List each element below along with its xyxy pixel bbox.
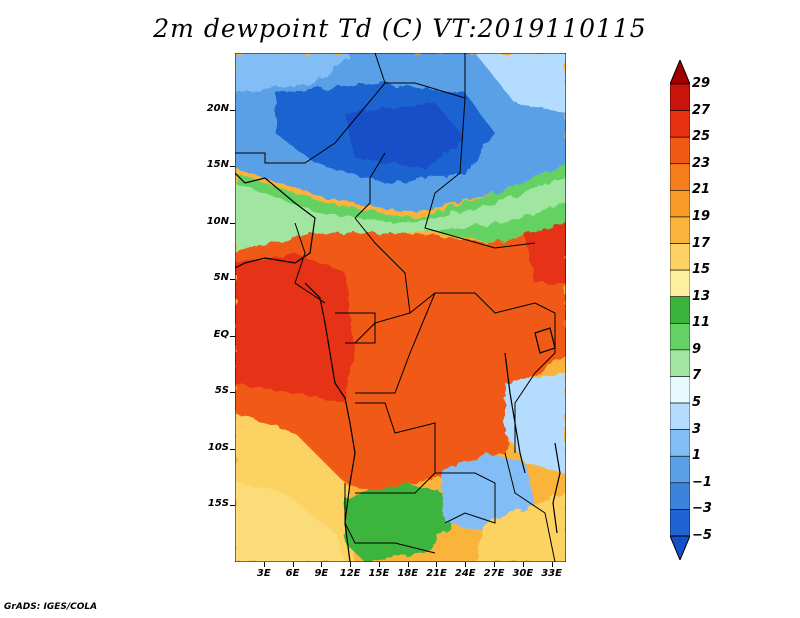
colorbar-label: 11 — [692, 315, 711, 331]
latitude-tick — [230, 392, 235, 394]
latitude-tick — [230, 166, 235, 168]
lake-victoria — [534, 327, 556, 354]
colorbar-label: 7 — [692, 368, 702, 384]
longitude-label: 9E — [314, 568, 329, 579]
longitude-tick — [407, 562, 409, 567]
colorbar-swatch — [670, 243, 690, 271]
latitude-tick — [230, 279, 235, 281]
latitude-tick — [230, 448, 235, 450]
latitude-label: EQ — [213, 328, 229, 340]
colorbar-swatch — [670, 349, 690, 377]
colorbar-swatch — [670, 482, 690, 510]
colorbar-swatch — [670, 110, 690, 138]
latitude-label: 15S — [207, 498, 229, 510]
latitude-label: 10N — [206, 215, 229, 227]
colorbar — [670, 60, 690, 560]
latitude-tick — [230, 335, 235, 337]
longitude-label: 33E — [541, 568, 562, 579]
colorbar-label: 21 — [692, 182, 711, 198]
colorbar-swatch — [670, 509, 690, 537]
colorbar-label: 29 — [692, 76, 711, 91]
longitude-tick — [465, 562, 467, 567]
lake-tanganyika — [504, 352, 526, 474]
latitude-tick — [230, 109, 235, 111]
colorbar-bottom-arrow — [670, 535, 690, 560]
longitude-tick — [378, 562, 380, 567]
latitude-label: 15N — [206, 159, 229, 171]
latitude-label: 5N — [213, 272, 229, 284]
longitude-label: 3E — [256, 568, 271, 579]
longitude-tick — [292, 562, 294, 567]
coastline — [235, 172, 356, 562]
latitude-label: 20N — [206, 102, 229, 114]
colorbar-swatch — [670, 216, 690, 244]
longitude-tick — [321, 562, 323, 567]
colorbar-top-arrow — [670, 60, 690, 85]
dewpoint-map — [235, 53, 566, 562]
longitude-tick — [350, 562, 352, 567]
colorbar-swatch — [670, 269, 690, 298]
colorbar-label: 17 — [692, 235, 711, 251]
colorbar-swatch — [670, 455, 690, 484]
colorbar-label: 3 — [692, 421, 702, 437]
longitude-tick — [551, 562, 553, 567]
country-borders — [235, 53, 556, 562]
longitude-label: 6E — [285, 568, 300, 579]
colorbar-swatch — [670, 296, 690, 324]
longitude-tick — [494, 562, 496, 567]
latitude-label: 10S — [207, 441, 229, 453]
colorbar-swatch — [670, 376, 690, 404]
colorbar-label: 5 — [692, 395, 702, 411]
colorbar-swatch — [670, 429, 690, 457]
colorbar-swatch — [670, 136, 690, 165]
colorbar-label: −5 — [692, 528, 712, 543]
colorbar-label: 19 — [692, 208, 711, 224]
colorbar-swatch — [670, 322, 690, 351]
colorbar-swatch — [670, 83, 690, 111]
color-fill-layer — [235, 53, 566, 562]
colorbar-label: −1 — [692, 474, 712, 490]
colorbar-label: 25 — [692, 129, 711, 145]
longitude-label: 18E — [397, 568, 419, 579]
longitude-label: 27E — [483, 568, 505, 579]
longitude-tick — [263, 562, 265, 567]
colorbar-label: −3 — [692, 501, 712, 517]
colorbar-swatch — [670, 163, 690, 191]
latitude-tick — [230, 505, 235, 507]
colorbar-label: 15 — [692, 262, 711, 278]
map-title: 2m dewpoint Td (C) VT:2019110115 — [153, 14, 647, 43]
latitude-label: 5S — [214, 385, 229, 397]
longitude-label: 30E — [512, 568, 534, 579]
colorbar-swatch — [670, 402, 690, 430]
longitude-tick — [522, 562, 524, 567]
longitude-label: 21E — [426, 568, 447, 579]
colorbar-label: 13 — [692, 288, 711, 304]
longitude-label: 15E — [368, 568, 390, 579]
colorbar-label: 9 — [692, 341, 702, 357]
lake-malawi — [552, 442, 561, 534]
colorbar-label: 27 — [692, 102, 711, 118]
colorbar-swatch — [670, 190, 690, 218]
colorbar-label: 1 — [692, 448, 702, 464]
longitude-tick — [436, 562, 438, 567]
credit-text: GrADS: IGES/COLA — [4, 602, 98, 612]
colorbar-label: 23 — [692, 155, 711, 171]
longitude-label: 12E — [339, 568, 361, 579]
latitude-tick — [230, 222, 235, 224]
longitude-label: 24E — [454, 568, 476, 579]
